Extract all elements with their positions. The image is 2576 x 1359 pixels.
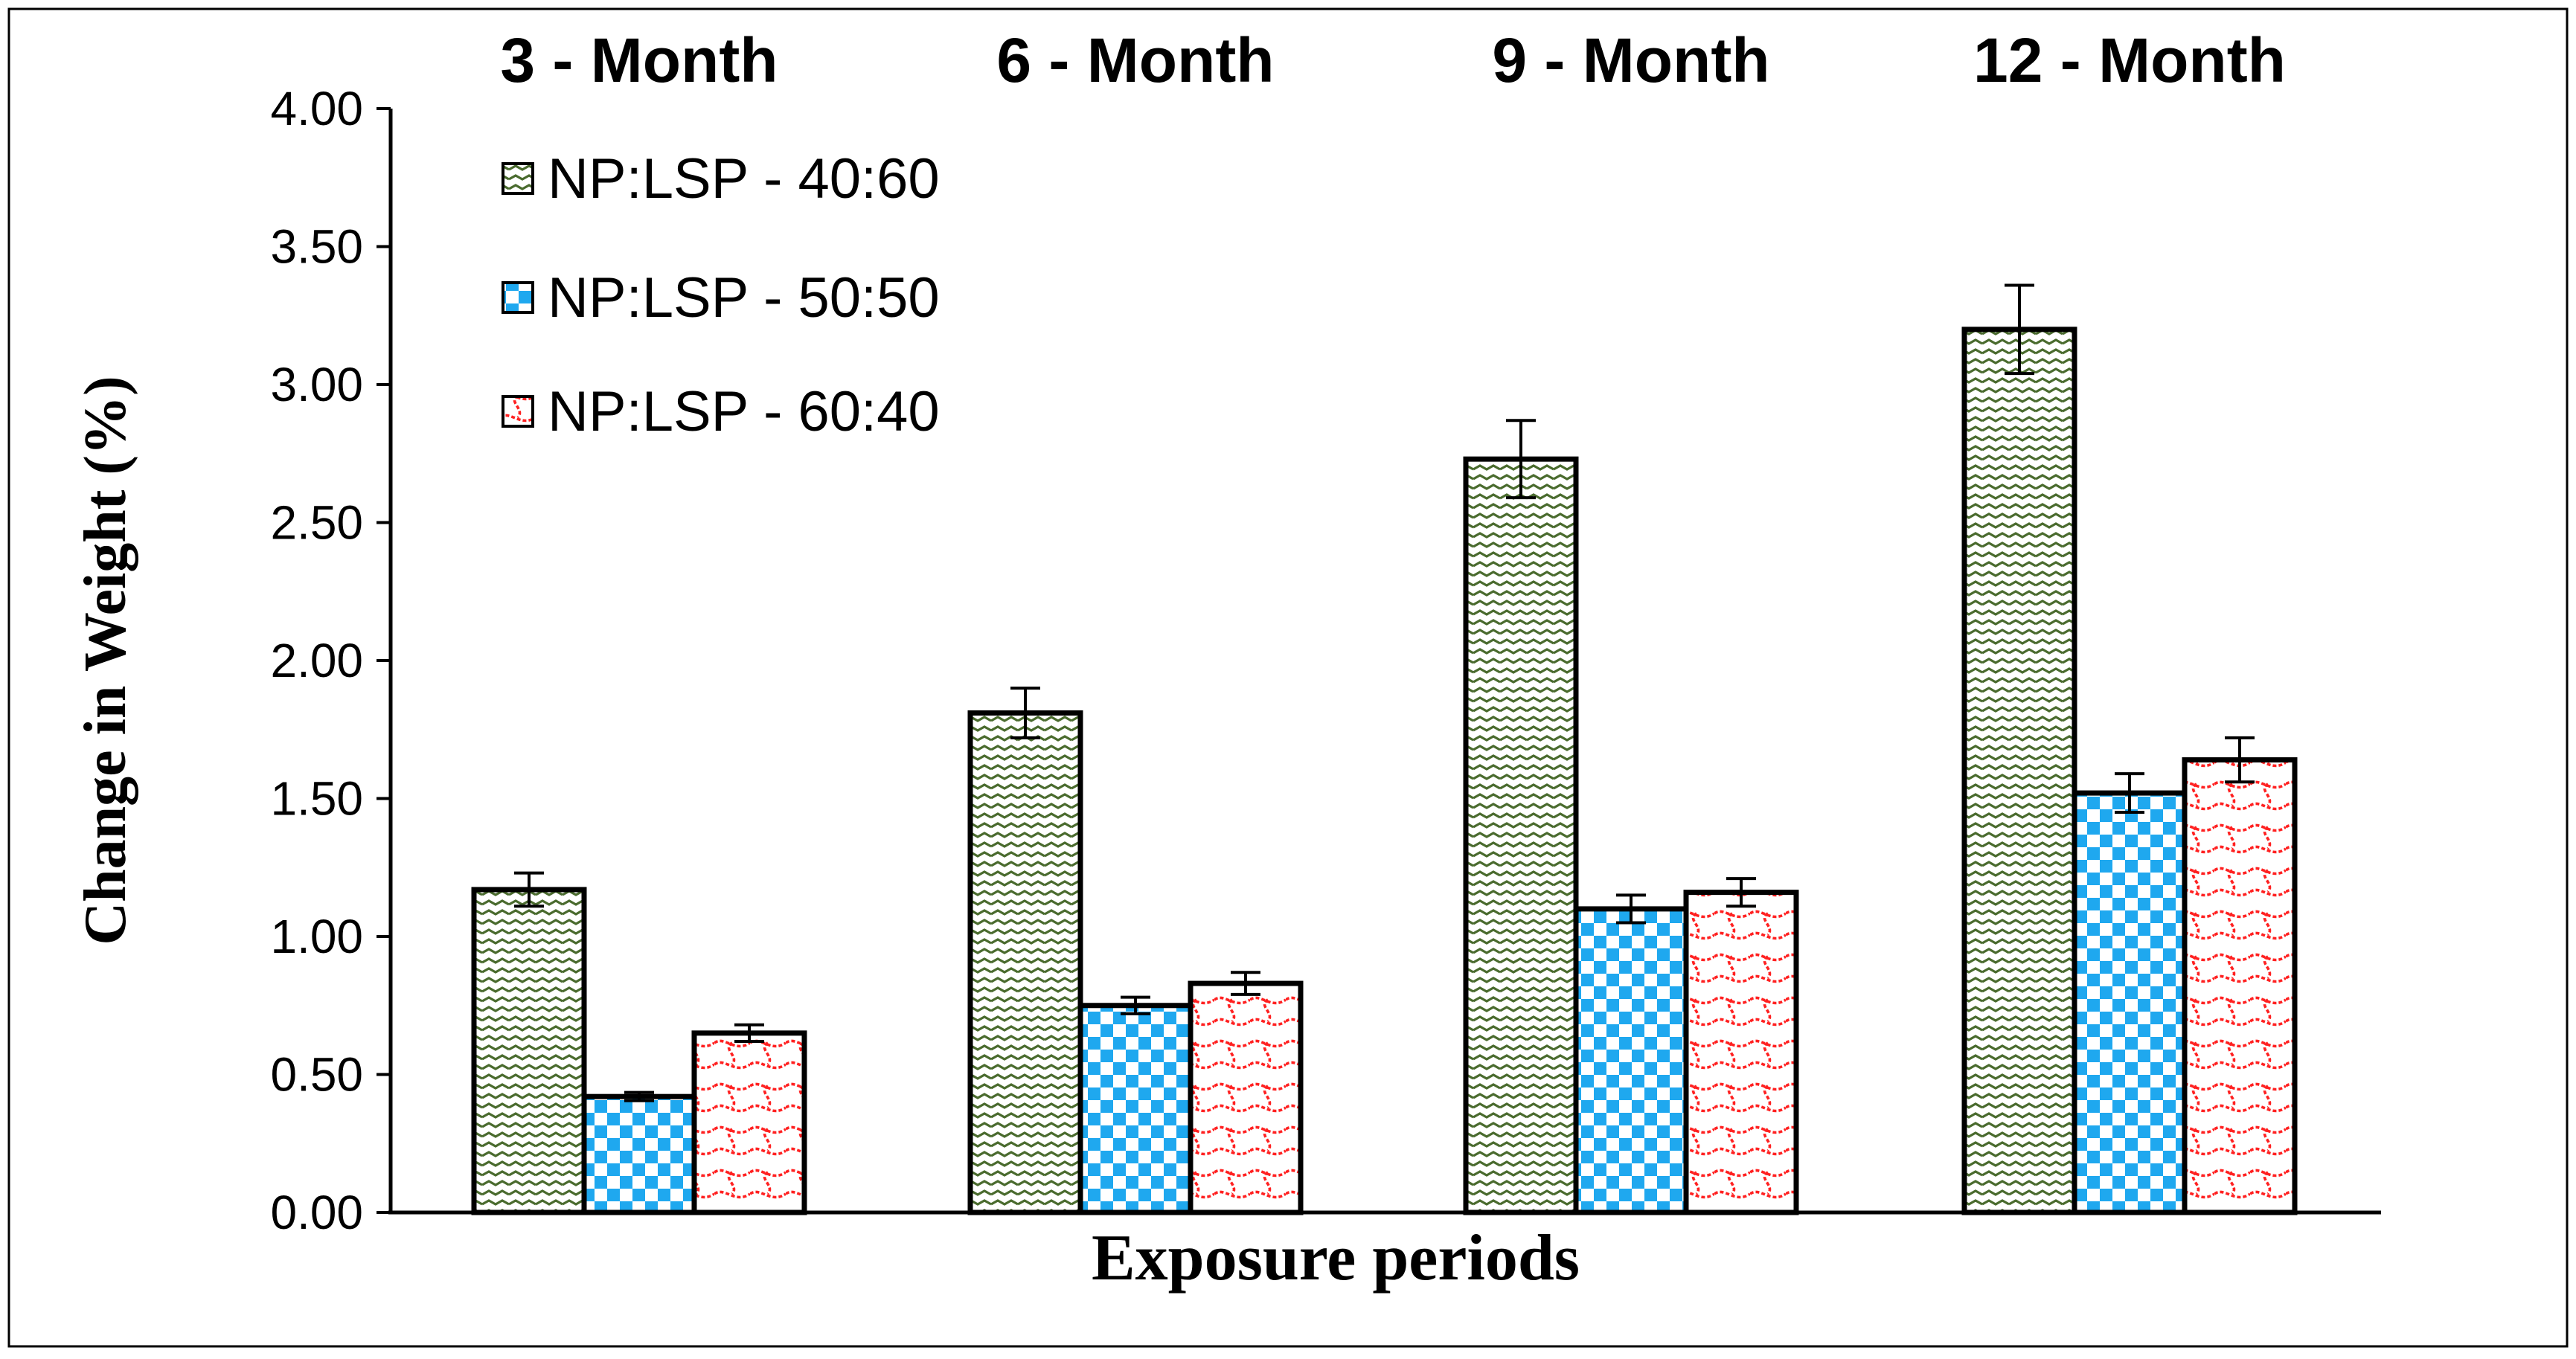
bar-1-3: [1463, 456, 1579, 1215]
y-tick-label: 0.50: [270, 1048, 363, 1102]
bar-1-4: [1961, 327, 2077, 1215]
y-tick-label: 1.50: [270, 772, 363, 826]
legend-label: NP:LSP - 60:40: [548, 380, 940, 443]
y-axis-title: Change in Weight (%): [73, 376, 138, 945]
bar-2-1: [581, 1093, 697, 1215]
y-tick-label: 2.50: [270, 496, 363, 550]
error-bar: [1726, 877, 1756, 908]
legend-swatch: [502, 281, 534, 314]
legend-item-1: NP:LSP - 40:60: [502, 147, 940, 211]
error-bar: [514, 871, 544, 908]
legend-item-3: NP:LSP - 60:40: [502, 380, 940, 443]
error-bar: [1231, 971, 1260, 996]
legend-item-2: NP:LSP - 50:50: [502, 266, 940, 330]
bar-2-2: [1077, 1003, 1194, 1215]
category-label: 12 - Month: [1973, 25, 2286, 95]
y-tick-label: 3.50: [270, 220, 363, 274]
legend-swatch: [502, 395, 534, 428]
x-axis-title: Exposure periods: [1092, 1222, 1580, 1294]
y-tick-label: 1.00: [270, 910, 363, 963]
error-bar: [734, 1023, 764, 1043]
error-bar: [2115, 772, 2144, 815]
y-tick-label: 3.00: [270, 358, 363, 411]
legend-swatch: [502, 162, 534, 195]
bar-3-2: [1188, 980, 1304, 1215]
error-bar: [1616, 893, 1646, 925]
bar-3-4: [2182, 757, 2298, 1215]
error-bar: [1121, 995, 1150, 1015]
error-bar: [2225, 736, 2255, 784]
y-tick-label: 4.00: [270, 82, 363, 135]
legend-label: NP:LSP - 40:60: [548, 147, 940, 211]
category-label: 3 - Month: [500, 25, 778, 95]
error-bar: [2005, 283, 2034, 376]
error-bar: [1506, 419, 1536, 500]
bar-3-1: [691, 1030, 807, 1215]
bar-1-1: [471, 887, 587, 1215]
bar-1-2: [967, 710, 1083, 1215]
category-label: 6 - Month: [996, 25, 1274, 95]
category-label: 9 - Month: [1492, 25, 1769, 95]
bar-2-4: [2072, 790, 2188, 1215]
error-bar: [1010, 687, 1040, 739]
bar-2-3: [1573, 906, 1689, 1215]
bar-3-3: [1683, 890, 1799, 1215]
error-bar: [624, 1090, 654, 1102]
legend-label: NP:LSP - 50:50: [548, 266, 940, 330]
y-tick-label: 0.00: [270, 1186, 363, 1239]
y-tick-label: 2.00: [270, 634, 363, 687]
